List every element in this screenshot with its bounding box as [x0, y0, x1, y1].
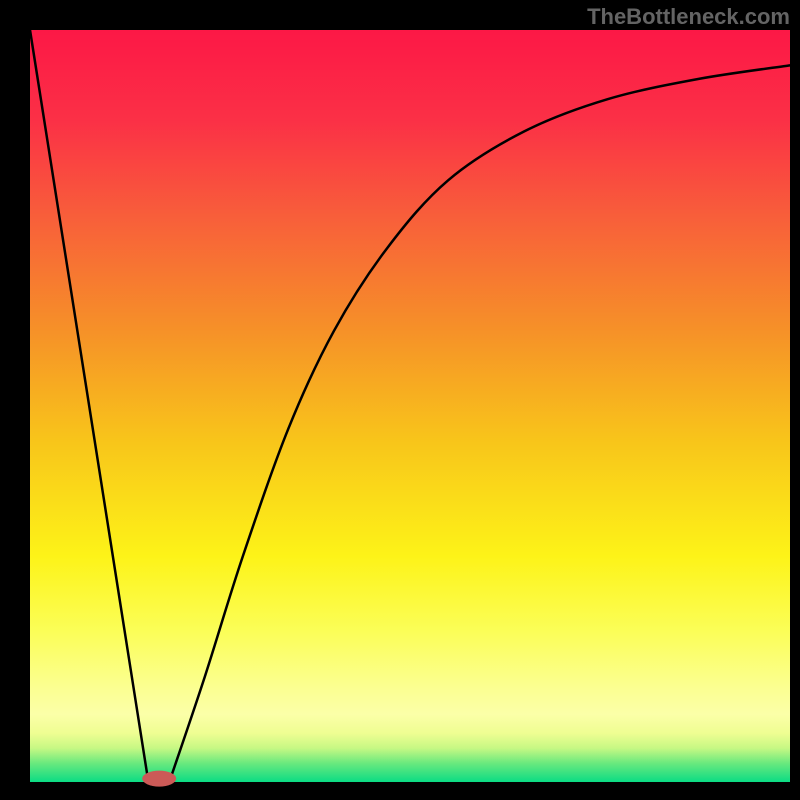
- optimal-point-marker: [142, 771, 176, 787]
- watermark-text: TheBottleneck.com: [587, 4, 790, 30]
- chart-container: TheBottleneck.com: [0, 0, 800, 800]
- bottleneck-curve-chart: [0, 0, 800, 800]
- plot-background-gradient: [30, 30, 790, 782]
